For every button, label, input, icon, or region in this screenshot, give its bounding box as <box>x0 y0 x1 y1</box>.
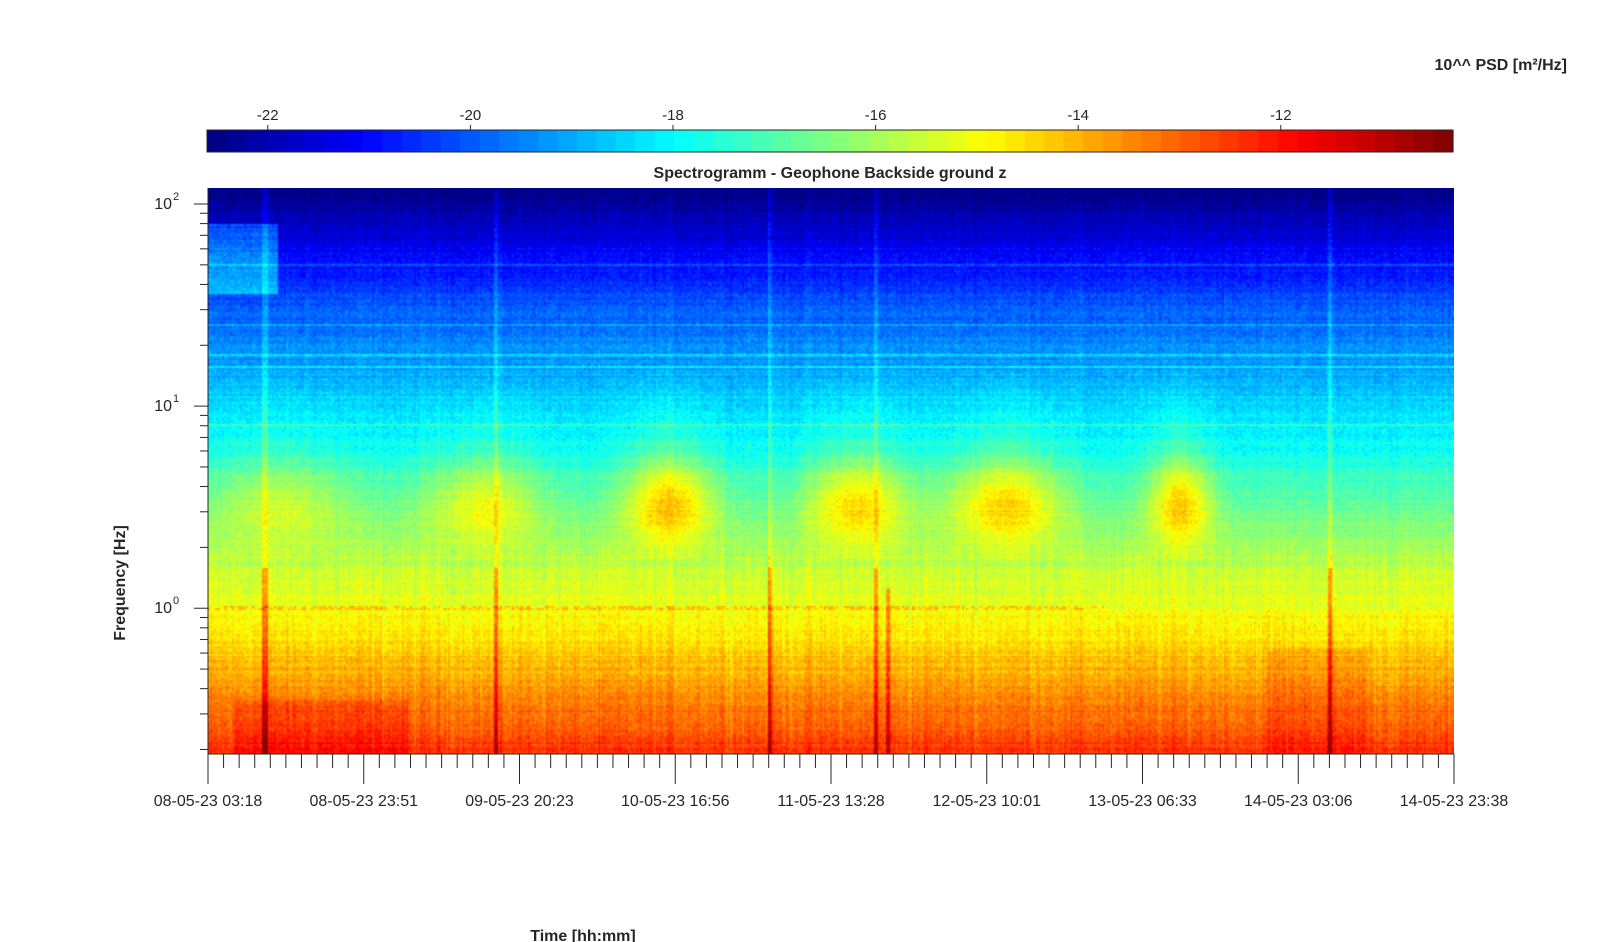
colorbar-cell <box>830 130 851 152</box>
x-tick-label: 14-05-23 03:06 <box>1244 793 1353 810</box>
colorbar-cell <box>1414 130 1435 152</box>
colorbar-cell <box>985 130 1006 152</box>
colorbar-tick-label: -12 <box>1270 107 1292 124</box>
colorbar-tick-label: -18 <box>662 107 684 124</box>
colorbar-cell <box>1044 130 1065 152</box>
colorbar-cell <box>323 130 344 152</box>
x-tick-label: 10-05-23 16:56 <box>621 793 730 810</box>
colorbar-cell <box>401 130 422 152</box>
colorbar-cell <box>518 130 539 152</box>
x-tick-label: 08-05-23 03:18 <box>154 793 263 810</box>
colorbar-cell <box>791 130 812 152</box>
y-tick-label: 10 <box>154 600 172 617</box>
colorbar-ticks: -22 -20 -18 -16 -14 -12 <box>257 107 1292 130</box>
colorbar-cell <box>674 130 695 152</box>
colorbar-cell <box>810 130 831 152</box>
colorbar-cell <box>576 130 597 152</box>
colorbar: -22 -20 -18 -16 -14 -12 <box>206 107 1454 153</box>
spectrogram-image <box>208 188 1454 754</box>
colorbar-cell <box>1277 130 1298 152</box>
spectrogram-plot <box>208 188 1454 754</box>
colorbar-cell <box>304 130 325 152</box>
colorbar-cell <box>907 130 928 152</box>
y-tick-label: 10 <box>154 398 172 415</box>
x-tick-label: 13-05-23 06:33 <box>1088 793 1197 810</box>
colorbar-cell <box>421 130 442 152</box>
colorbar-cell <box>1336 130 1357 152</box>
colorbar-cell <box>1160 130 1182 152</box>
colorbar-cell <box>499 130 520 152</box>
colorbar-cell <box>1199 130 1220 152</box>
x-tick-label: 12-05-23 10:01 <box>932 793 1041 810</box>
y-tick-exponent: 0 <box>173 595 179 607</box>
colorbar-label: 10^^ PSD [m²/Hz] <box>1435 57 1567 74</box>
colorbar-cell <box>713 130 734 152</box>
colorbar-cell <box>537 130 559 152</box>
colorbar-cell <box>440 130 461 152</box>
colorbar-tick-label: -16 <box>865 107 887 124</box>
colorbar-cell <box>771 130 792 152</box>
colorbar-cell <box>615 130 636 152</box>
colorbar-cell <box>1122 130 1143 152</box>
colorbar-cell <box>752 130 773 152</box>
colorbar-cell <box>1024 130 1045 152</box>
colorbar-cell <box>596 130 617 152</box>
colorbar-cell <box>849 130 870 152</box>
x-tick-label: 08-05-23 23:51 <box>309 793 418 810</box>
colorbar-cell <box>946 130 967 152</box>
colorbar-cell <box>479 130 500 152</box>
colorbar-tick-label: -20 <box>460 107 482 124</box>
colorbar-cell <box>1141 130 1162 152</box>
x-tick-label: 11-05-23 13:28 <box>777 793 884 810</box>
colorbar-cell <box>557 130 578 152</box>
colorbar-cell <box>1433 130 1454 152</box>
y-tick-exponent: 2 <box>173 191 179 203</box>
colorbar-cell <box>1083 130 1104 152</box>
colorbar-cell <box>1063 130 1084 152</box>
x-tick-label: 14-05-23 23:38 <box>1400 793 1509 810</box>
colorbar-cell <box>1394 130 1415 152</box>
colorbar-cell <box>654 130 675 152</box>
colorbar-cell <box>460 130 481 152</box>
colorbar-cell <box>1180 130 1201 152</box>
colorbar-cell <box>1316 130 1337 152</box>
colorbar-cell <box>1102 130 1123 152</box>
colorbar-cell <box>1297 130 1318 152</box>
colorbar-cell <box>207 130 228 152</box>
colorbar-cell <box>966 130 987 152</box>
colorbar-cell <box>732 130 753 152</box>
chart-title: Spectrogramm - Geophone Backside ground … <box>654 165 1007 182</box>
colorbar-cell <box>1258 130 1279 152</box>
colorbar-cell <box>1238 130 1259 152</box>
colorbar-cell <box>1005 130 1026 152</box>
colorbar-cell <box>343 130 364 152</box>
colorbar-cell <box>284 130 305 152</box>
colorbar-cell <box>868 130 890 152</box>
colorbar-cell <box>382 130 403 152</box>
y-tick-label: 10 <box>154 196 172 213</box>
colorbar-cell <box>265 130 286 152</box>
colorbar-cell <box>1375 130 1396 152</box>
x-tick-label: 09-05-23 20:23 <box>465 793 574 810</box>
colorbar-cell <box>888 130 909 152</box>
colorbar-tick-label: -22 <box>257 107 279 124</box>
colorbar-cell <box>693 130 714 152</box>
y-axis-label: Frequency [Hz] <box>112 525 129 641</box>
colorbar-cell <box>245 130 267 152</box>
colorbar-cell <box>1355 130 1376 152</box>
colorbar-cell <box>927 130 948 152</box>
y-tick-exponent: 1 <box>173 393 179 405</box>
x-axis-label: Time [hh:mm] <box>530 928 635 942</box>
x-axis: 08-05-23 03:18 08-05-23 23:51 09-05-23 20:… <box>154 753 1509 810</box>
colorbar-cell <box>362 130 383 152</box>
colorbar-cell <box>226 130 247 152</box>
colorbar-cell <box>635 130 656 152</box>
colorbar-tick-label: -14 <box>1067 107 1089 124</box>
colorbar-cell <box>1219 130 1240 152</box>
